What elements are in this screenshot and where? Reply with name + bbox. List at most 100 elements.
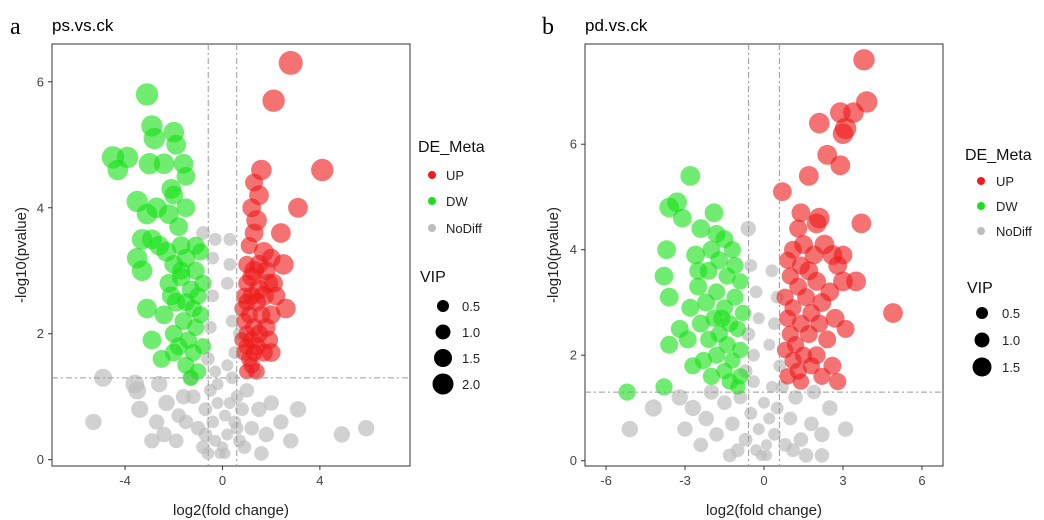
point-up — [797, 288, 816, 307]
y-tick-label: 2 — [570, 348, 577, 363]
panel-b-x-ticks: -6 -3 0 3 6 — [600, 466, 926, 488]
point-nodiff — [206, 289, 220, 303]
point-dw — [176, 198, 196, 218]
point-up — [275, 298, 296, 319]
legend-nodiff-swatch — [428, 224, 436, 232]
point-nodiff — [804, 416, 819, 432]
point-nodiff — [144, 433, 160, 449]
point-nodiff — [171, 408, 186, 423]
x-tick-label: 6 — [918, 473, 925, 488]
point-up — [813, 367, 831, 385]
point-dw — [166, 134, 187, 155]
point-up — [817, 144, 838, 165]
point-nodiff — [765, 380, 778, 393]
point-dw — [136, 203, 158, 225]
point-dw — [154, 305, 174, 325]
legend-nodiff-label: NoDiff — [446, 221, 482, 236]
y-tick-label: 4 — [570, 242, 577, 257]
point-up — [789, 219, 808, 238]
point-dw — [726, 288, 744, 306]
panel-a-marks — [85, 50, 375, 461]
point-dw — [680, 166, 701, 186]
panel-b-size-legend: VIP 0.5 1.0 1.5 — [967, 280, 1020, 377]
x-tick-label: 4 — [316, 473, 323, 488]
point-nodiff — [131, 400, 149, 418]
point-dw — [681, 298, 700, 317]
point-nodiff — [358, 420, 375, 437]
x-tick-label: -6 — [600, 473, 612, 488]
point-dw — [691, 314, 710, 333]
point-dw — [686, 245, 705, 265]
point-nodiff — [752, 423, 765, 436]
point-nodiff — [209, 365, 222, 378]
point-nodiff — [793, 432, 809, 447]
size-legend-swatch — [434, 349, 452, 367]
point-up — [807, 272, 826, 291]
point-nodiff — [763, 338, 776, 351]
point-nodiff — [237, 440, 252, 454]
point-nodiff — [156, 426, 172, 443]
point-dw — [187, 318, 205, 336]
point-nodiff — [722, 448, 737, 463]
point-dw — [172, 261, 191, 280]
point-dw — [689, 261, 708, 280]
point-nodiff — [208, 232, 222, 246]
point-up — [773, 182, 792, 202]
point-dw — [182, 369, 199, 386]
point-nodiff — [752, 312, 765, 325]
point-nodiff — [765, 264, 779, 278]
legend-up-label: UP — [996, 174, 1014, 189]
point-dw — [702, 367, 721, 385]
point-nodiff — [198, 427, 213, 442]
point-dw — [192, 243, 210, 261]
legend-dw-label: DW — [446, 194, 468, 209]
point-nodiff — [283, 433, 299, 449]
point-nodiff — [768, 428, 781, 441]
point-dw — [713, 309, 731, 327]
panel-b-title: pd.vs.ck — [585, 16, 648, 35]
point-nodiff — [206, 251, 220, 265]
point-nodiff — [149, 414, 165, 430]
point-nodiff — [223, 232, 237, 246]
panel-a-size-legend-title: VIP — [420, 269, 446, 286]
point-nodiff — [693, 437, 709, 453]
point-up — [802, 357, 821, 375]
y-tick-label: 6 — [37, 74, 44, 89]
point-nodiff — [225, 371, 239, 385]
point-up — [261, 343, 281, 362]
point-nodiff — [221, 359, 234, 372]
point-dw — [166, 292, 186, 312]
point-dw — [189, 287, 207, 305]
point-up — [278, 50, 303, 75]
y-tick-label: 2 — [37, 326, 44, 341]
point-up — [809, 112, 830, 134]
panel-b-reference-lines — [585, 44, 943, 466]
size-legend-label: 2.0 — [462, 377, 480, 392]
size-legend-swatch — [972, 357, 992, 377]
y-tick-label: 0 — [570, 453, 577, 468]
point-nodiff — [223, 258, 237, 271]
point-up — [806, 213, 827, 234]
panel-a-y-ticks: 0 2 4 6 — [37, 74, 52, 467]
legend-nodiff-label: NoDiff — [996, 224, 1032, 239]
size-legend-swatch — [976, 307, 988, 319]
point-nodiff — [677, 421, 693, 437]
point-up — [792, 373, 810, 390]
point-dw — [131, 260, 153, 282]
point-up — [240, 237, 258, 255]
point-nodiff — [747, 375, 760, 388]
panel-a-x-ticks: -4 0 4 — [119, 466, 324, 488]
point-nodiff — [773, 359, 787, 373]
point-nodiff — [186, 389, 201, 405]
point-dw — [691, 219, 711, 239]
x-tick-label: 0 — [760, 473, 767, 488]
point-nodiff — [786, 443, 800, 458]
point-nodiff — [725, 416, 740, 432]
point-dw — [718, 336, 736, 354]
point-nodiff — [218, 409, 231, 422]
point-dw — [143, 127, 165, 150]
point-nodiff — [235, 402, 249, 417]
point-nodiff — [168, 433, 184, 449]
legend-dw-swatch — [428, 197, 436, 205]
point-up — [273, 254, 294, 275]
